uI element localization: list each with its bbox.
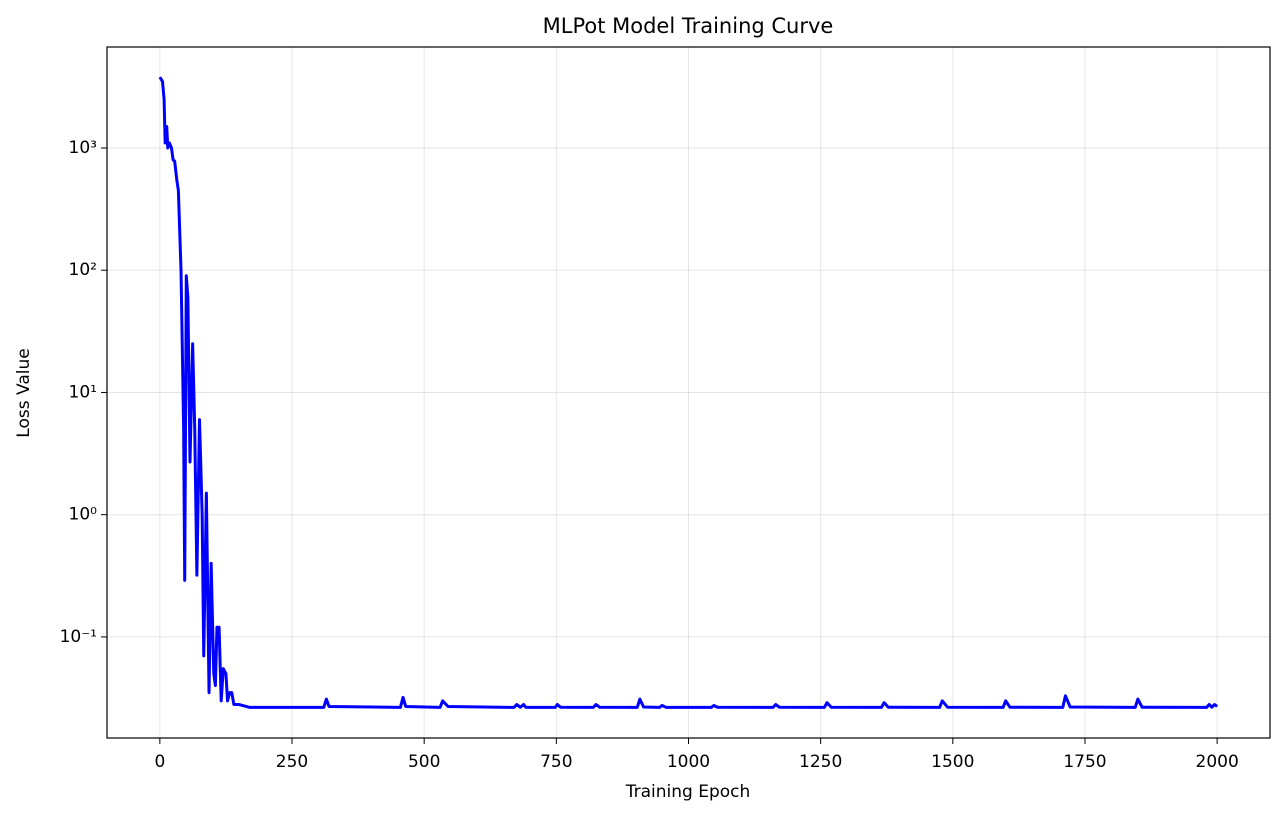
y-tick-label: 10¹ xyxy=(69,382,97,402)
x-tick-label: 1750 xyxy=(1063,752,1106,772)
x-tick-label: 1000 xyxy=(667,752,710,772)
plot-frame xyxy=(106,46,1271,739)
x-tick-label: 500 xyxy=(408,752,440,772)
x-tick-label: 250 xyxy=(276,752,308,772)
y-tick-label: 10⁰ xyxy=(69,505,98,525)
x-axis-label: Training Epoch xyxy=(625,782,751,802)
loss-line xyxy=(158,76,1219,709)
x-tick-label: 2000 xyxy=(1196,752,1239,772)
y-axis-label: Loss Value xyxy=(14,348,34,437)
x-tick-label: 750 xyxy=(540,752,572,772)
x-tick-label: 1250 xyxy=(799,752,842,772)
x-tick-label: 1500 xyxy=(931,752,974,772)
y-tick-label: 10² xyxy=(69,260,97,280)
chart-title: MLPot Model Training Curve xyxy=(543,14,834,38)
y-tick-label: 10³ xyxy=(69,138,97,158)
y-tick-label: 10⁻¹ xyxy=(60,627,97,647)
x-tick-label: 0 xyxy=(154,752,165,772)
